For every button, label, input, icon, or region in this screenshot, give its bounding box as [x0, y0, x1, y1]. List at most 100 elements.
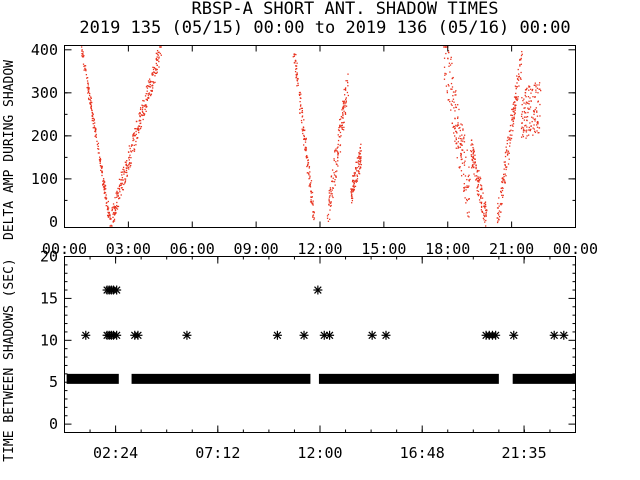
- top-data-point: [155, 52, 158, 55]
- top-data-point: [485, 219, 487, 222]
- top-data-point: [294, 60, 296, 62]
- top-data-point: [308, 172, 310, 175]
- top-data-point: [525, 131, 528, 133]
- top-data-point: [484, 201, 487, 203]
- top-data-point: [514, 105, 516, 107]
- top-data-point: [308, 174, 310, 176]
- top-data-point: [100, 169, 102, 172]
- top-data-point: [527, 107, 529, 109]
- top-data-point: [353, 182, 355, 185]
- top-data-point: [463, 162, 465, 164]
- top-data-point: [92, 122, 94, 125]
- top-data-point: [145, 110, 147, 112]
- top-data-point: [303, 138, 305, 140]
- top-data-point: [459, 143, 461, 145]
- top-data-point: [461, 144, 463, 146]
- top-data-point: [304, 138, 306, 140]
- top-data-point: [83, 69, 85, 71]
- top-data-point: [357, 157, 359, 159]
- top-x-tick-label: 03:00: [106, 240, 151, 258]
- top-data-point: [350, 192, 353, 194]
- top-data-point: [537, 121, 539, 124]
- top-data-point: [505, 168, 507, 171]
- top-data-point: [477, 185, 479, 187]
- top-data-point: [474, 158, 476, 160]
- top-data-point: [342, 122, 345, 124]
- top-data-point: [308, 185, 310, 187]
- top-data-point: [522, 131, 525, 133]
- top-data-point: [337, 129, 340, 131]
- top-data-point: [444, 74, 446, 76]
- top-data-point: [503, 175, 505, 178]
- top-data-point: [534, 96, 536, 98]
- top-data-point: [513, 96, 516, 98]
- top-data-point: [505, 146, 507, 148]
- top-data-point: [532, 96, 534, 98]
- top-data-point: [533, 110, 535, 112]
- top-data-point: [536, 126, 539, 128]
- top-data-point: [463, 190, 465, 192]
- top-data-point: [310, 190, 312, 193]
- top-data-point: [117, 192, 120, 194]
- top-data-point: [301, 111, 304, 114]
- top-data-point: [112, 216, 114, 219]
- top-data-point: [116, 204, 118, 207]
- top-data-point: [293, 53, 296, 56]
- top-data-point: [301, 128, 303, 130]
- top-data-point: [138, 128, 140, 131]
- top-data-point: [535, 124, 538, 126]
- top-data-point: [158, 51, 160, 53]
- top-data-point: [453, 107, 455, 109]
- top-data-point: [358, 168, 361, 170]
- top-data-point: [311, 196, 313, 198]
- top-data-point: [296, 85, 298, 87]
- top-data-point: [108, 214, 110, 216]
- top-data-point: [146, 99, 148, 101]
- top-data-point: [474, 161, 476, 164]
- top-data-point: [89, 102, 91, 104]
- top-data-point: [504, 155, 507, 158]
- bottom-y-tick-label: 15: [40, 289, 58, 307]
- top-data-point: [305, 138, 307, 140]
- top-data-point: [138, 125, 141, 127]
- top-data-point: [460, 156, 462, 158]
- top-data-point: [486, 209, 488, 212]
- top-data-point: [92, 117, 94, 119]
- top-data-point: [295, 65, 298, 67]
- top-data-point: [500, 187, 502, 190]
- top-data-point: [523, 98, 525, 100]
- top-data-point: [477, 176, 479, 178]
- top-data-point: [143, 100, 145, 102]
- top-data-point: [142, 111, 144, 113]
- top-data-point: [95, 133, 97, 136]
- top-x-tick-label: 12:00: [297, 240, 342, 258]
- top-data-point: [451, 104, 453, 107]
- top-data-point: [343, 126, 345, 129]
- top-data-point: [504, 163, 506, 166]
- top-data-point: [454, 140, 456, 142]
- top-data-point: [341, 128, 344, 130]
- top-data-point: [468, 198, 470, 200]
- top-data-point: [536, 110, 538, 112]
- top-data-point: [125, 161, 127, 163]
- top-data-point: [104, 196, 106, 199]
- top-data-point: [467, 215, 469, 217]
- top-data-point: [107, 206, 109, 208]
- top-data-point: [296, 79, 298, 81]
- top-data-point: [332, 187, 335, 189]
- top-data-point: [460, 123, 462, 125]
- top-data-point: [354, 171, 356, 174]
- baseline-point-band: [512, 373, 576, 384]
- top-data-point: [353, 184, 355, 186]
- top-data-point: [509, 145, 511, 147]
- top-data-point: [312, 211, 315, 213]
- top-data-point: [472, 144, 474, 146]
- top-data-point: [451, 88, 453, 90]
- top-data-point: [345, 102, 347, 104]
- top-data-point: [356, 170, 358, 172]
- top-data-point: [334, 149, 336, 152]
- top-data-point: [516, 99, 518, 102]
- top-data-point: [142, 106, 144, 109]
- top-data-point: [328, 204, 330, 206]
- top-data-point: [508, 158, 510, 160]
